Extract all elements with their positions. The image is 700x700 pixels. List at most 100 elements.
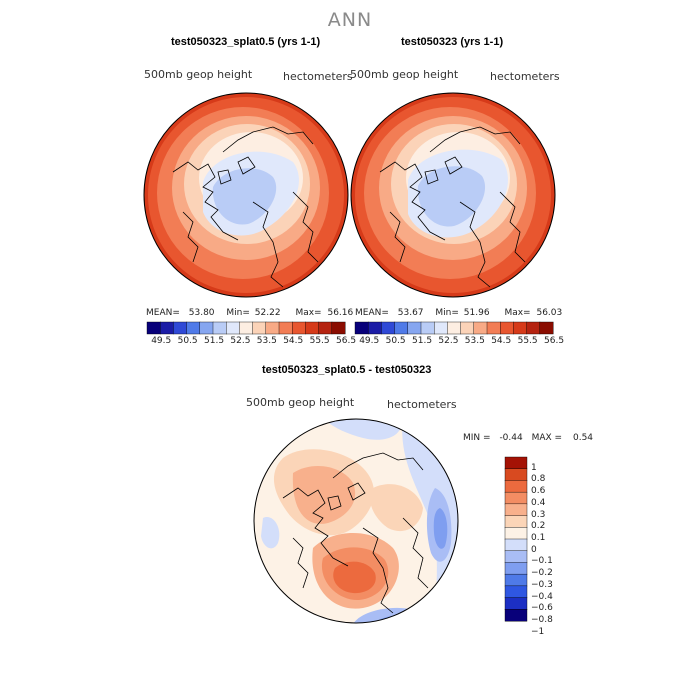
panel-1-units-label: hectometers bbox=[283, 70, 353, 83]
colorbar-tick-label: 0.4 bbox=[531, 497, 546, 508]
colorbar-swatch bbox=[186, 321, 201, 335]
colorbar-tick-label: 49.5 bbox=[359, 336, 380, 346]
colorbar-swatch bbox=[354, 321, 369, 335]
panel-2-units-label: hectometers bbox=[490, 70, 560, 83]
panel-2-min-value: 51.96 bbox=[463, 308, 490, 318]
panel-1-polar-map bbox=[143, 92, 349, 298]
colorbar-swatch bbox=[212, 321, 227, 335]
colorbar-tick-label: 53.5 bbox=[464, 336, 485, 346]
colorbar-swatch bbox=[513, 321, 528, 335]
colorbar-swatch bbox=[504, 550, 528, 563]
difference-units-label: hectometers bbox=[387, 398, 457, 411]
colorbar-tick-label: −0.6 bbox=[531, 603, 553, 614]
panel-1-max-label: Max= bbox=[295, 308, 322, 318]
colorbar-swatch bbox=[504, 585, 528, 599]
colorbar-swatch bbox=[504, 538, 528, 552]
colorbar-tick-label: 56.5 bbox=[544, 336, 565, 346]
panel-2-max-label: Max= bbox=[504, 308, 531, 318]
panel-2-mean-label: MEAN= bbox=[355, 308, 389, 318]
colorbar-swatch bbox=[239, 321, 254, 335]
colorbar-tick-label: 0.2 bbox=[531, 521, 546, 532]
panel-2-max-value: 56.03 bbox=[536, 308, 563, 318]
panel-2-mean-value: 53.67 bbox=[397, 308, 424, 318]
difference-stats: MIN = -0.44 MAX = 0.54 bbox=[463, 433, 593, 443]
panel-1-colorbar-labels: 49.5 50.5 51.5 52.5 53.5 54.5 55.5 56.5 bbox=[147, 336, 356, 348]
colorbar-tick-label: 50.5 bbox=[385, 336, 406, 346]
panel-2-colorbar-labels: 49.5 50.5 51.5 52.5 53.5 54.5 55.5 56.5 bbox=[355, 336, 564, 348]
colorbar-swatch bbox=[526, 321, 541, 335]
panel-1-max-value: 56.16 bbox=[327, 308, 354, 318]
colorbar-tick-label: 53.5 bbox=[256, 336, 277, 346]
colorbar-swatch bbox=[473, 321, 488, 335]
colorbar-swatch bbox=[433, 321, 448, 335]
difference-min-value: -0.44 bbox=[499, 433, 523, 443]
colorbar-swatch bbox=[504, 527, 528, 540]
panel-1-variable-label: 500mb geop height bbox=[144, 68, 253, 81]
difference-colorbar bbox=[504, 456, 528, 622]
panel-2-variable-label: 500mb geop height bbox=[350, 68, 459, 81]
colorbar-swatch bbox=[331, 321, 346, 335]
colorbar-tick-label: −0.3 bbox=[531, 579, 553, 590]
colorbar-swatch bbox=[146, 321, 161, 335]
colorbar-swatch bbox=[460, 321, 475, 335]
colorbar-swatch bbox=[504, 491, 528, 505]
colorbar-tick-label: 51.5 bbox=[204, 336, 225, 346]
colorbar-tick-label: −1 bbox=[531, 626, 545, 637]
colorbar-swatch bbox=[504, 597, 528, 610]
colorbar-tick-label: 55.5 bbox=[517, 336, 538, 346]
colorbar-swatch bbox=[173, 321, 188, 335]
colorbar-swatch bbox=[252, 321, 267, 335]
panel-2-colorbar bbox=[354, 321, 554, 335]
colorbar-tick-label: 50.5 bbox=[177, 336, 198, 346]
colorbar-swatch bbox=[504, 515, 528, 528]
colorbar-swatch bbox=[291, 321, 306, 335]
colorbar-tick-label: −0.2 bbox=[531, 568, 553, 579]
colorbar-swatch bbox=[225, 321, 240, 335]
colorbar-swatch bbox=[504, 562, 528, 575]
colorbar-tick-label: −0.1 bbox=[531, 556, 553, 567]
colorbar-tick-label: 0.6 bbox=[531, 486, 546, 497]
colorbar-tick-label: 0 bbox=[531, 544, 537, 555]
colorbar-swatch bbox=[394, 321, 409, 335]
colorbar-swatch bbox=[318, 321, 333, 335]
colorbar-tick-label: 52.5 bbox=[438, 336, 459, 346]
panel-1-colorbar bbox=[146, 321, 346, 335]
panel-1-mean-value: 53.80 bbox=[188, 308, 215, 318]
colorbar-tick-label: 55.5 bbox=[309, 336, 330, 346]
panel-1-min-value: 52.22 bbox=[254, 308, 281, 318]
colorbar-swatch bbox=[504, 456, 528, 470]
colorbar-swatch bbox=[305, 321, 320, 335]
colorbar-tick-label: 54.5 bbox=[283, 336, 304, 346]
colorbar-tick-label: 49.5 bbox=[151, 336, 172, 346]
difference-variable-label: 500mb geop height bbox=[246, 396, 355, 409]
colorbar-tick-label: 1 bbox=[531, 462, 537, 473]
colorbar-tick-label: 52.5 bbox=[230, 336, 251, 346]
colorbar-swatch bbox=[159, 321, 174, 335]
colorbar-swatch bbox=[278, 321, 293, 335]
colorbar-tick-label: 51.5 bbox=[412, 336, 433, 346]
colorbar-tick-label: 0.1 bbox=[531, 533, 546, 543]
colorbar-swatch bbox=[420, 321, 435, 335]
colorbar-swatch bbox=[367, 321, 382, 335]
panel-2-stats: MEAN= 53.67 Min= 51.96 Max= 56.03 bbox=[355, 308, 562, 318]
colorbar-tick-label: 0.3 bbox=[531, 509, 546, 520]
difference-max-value: 0.54 bbox=[572, 433, 594, 443]
colorbar-tick-label: 0.8 bbox=[531, 474, 546, 485]
panel-1-stats: MEAN= 53.80 Min= 52.22 Max= 56.16 bbox=[146, 308, 353, 318]
colorbar-tick-label: 56.5 bbox=[336, 336, 357, 346]
panel-1-mean-label: MEAN= bbox=[146, 308, 180, 318]
colorbar-swatch bbox=[504, 609, 528, 622]
colorbar-swatch bbox=[265, 321, 280, 335]
colorbar-tick-label: 54.5 bbox=[491, 336, 512, 346]
colorbar-swatch bbox=[504, 503, 528, 517]
colorbar-swatch bbox=[486, 321, 501, 335]
colorbar-swatch bbox=[504, 468, 528, 481]
difference-title: test050323_splat0.5 - test050323 bbox=[262, 364, 432, 376]
colorbar-swatch bbox=[504, 573, 528, 587]
colorbar-swatch bbox=[381, 321, 396, 335]
panel-1-title: test050323_splat0.5 (yrs 1-1) bbox=[171, 36, 321, 48]
panel-2-title: test050323 (yrs 1-1) bbox=[401, 36, 504, 48]
panel-2-min-label: Min= bbox=[435, 308, 459, 318]
colorbar-tick-label: −0.4 bbox=[531, 591, 553, 602]
colorbar-swatch bbox=[199, 321, 214, 335]
